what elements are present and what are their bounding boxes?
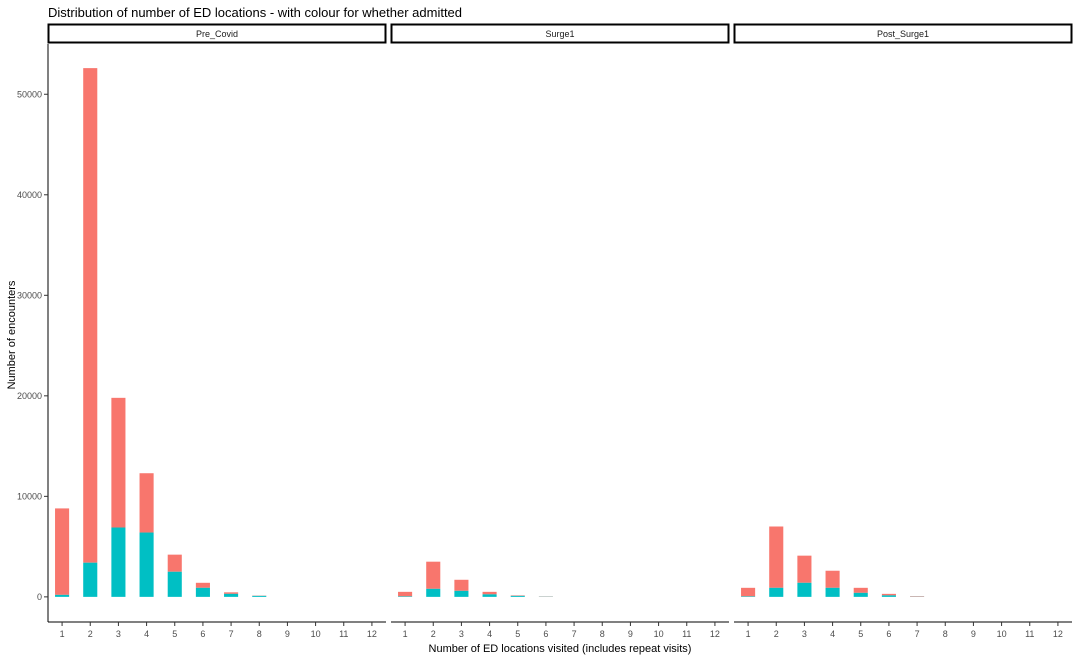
bar-not-admitted — [910, 596, 925, 597]
bar-admitted — [454, 590, 469, 597]
facet-strip-label: Post_Surge1 — [877, 29, 929, 39]
bar-admitted — [853, 592, 868, 597]
bar-admitted — [398, 596, 413, 597]
x-tick-label: 9 — [628, 629, 633, 639]
bar-admitted — [482, 594, 497, 597]
x-tick-label: 11 — [339, 629, 348, 639]
bar-not-admitted — [55, 508, 70, 595]
bar-not-admitted — [83, 68, 98, 563]
bar-not-admitted — [195, 582, 210, 588]
bar-admitted — [769, 587, 784, 597]
x-tick-label: 9 — [971, 629, 976, 639]
bar-admitted — [510, 595, 525, 597]
x-tick-label: 1 — [746, 629, 751, 639]
bar-admitted — [426, 588, 441, 597]
x-tick-label: 6 — [543, 629, 548, 639]
x-tick-label: 9 — [285, 629, 290, 639]
x-axis-title: Number of ED locations visited (includes… — [429, 643, 692, 655]
facet-strip — [47, 23, 387, 44]
bar-admitted — [55, 594, 70, 597]
bar-not-admitted — [139, 473, 154, 533]
y-tick-label: 20000 — [17, 391, 42, 401]
y-axis: 0 10000 20000 30000 40000 50000 — [17, 44, 49, 622]
bar-not-admitted — [398, 591, 413, 597]
x-tick-label: 5 — [858, 629, 863, 639]
bar-admitted — [797, 582, 812, 597]
x-tick-label: 2 — [88, 629, 93, 639]
x-tick-label: 7 — [572, 629, 577, 639]
bar-admitted — [111, 527, 126, 597]
bar-not-admitted — [741, 587, 756, 597]
x-tick-label: 12 — [710, 629, 720, 639]
bar-admitted — [224, 593, 239, 597]
facet-strip — [733, 23, 1073, 44]
facet-strip — [390, 23, 730, 44]
bar-not-admitted — [881, 593, 896, 596]
bar-not-admitted — [454, 579, 469, 591]
x-tick-label: 8 — [600, 629, 605, 639]
x-tick-label: 7 — [229, 629, 234, 639]
bar-not-admitted — [167, 554, 182, 572]
x-tick-label: 5 — [515, 629, 520, 639]
y-tick-label: 30000 — [17, 290, 42, 300]
x-tick-label: 10 — [311, 629, 321, 639]
y-axis-title: Number of encounters — [6, 280, 18, 389]
x-tick-label: 1 — [60, 629, 65, 639]
y-tick-label: 50000 — [17, 89, 42, 99]
x-tick-label: 5 — [172, 629, 177, 639]
x-tick-label: 7 — [915, 629, 920, 639]
x-tick-label: 10 — [654, 629, 664, 639]
y-tick-label: 40000 — [17, 190, 42, 200]
bar-admitted — [139, 532, 154, 597]
bar-not-admitted — [111, 397, 126, 528]
x-tick-label: 4 — [487, 629, 492, 639]
facet-strip-label: Pre_Covid — [196, 29, 238, 39]
x-tick-label: 11 — [1025, 629, 1034, 639]
y-tick-label: 0 — [37, 592, 42, 602]
x-tick-label: 6 — [200, 629, 205, 639]
bar-admitted — [825, 587, 840, 597]
x-tick-label: 8 — [257, 629, 262, 639]
bar-not-admitted — [224, 592, 239, 594]
x-tick-label: 1 — [403, 629, 408, 639]
bar-not-admitted — [825, 570, 840, 588]
x-tick-label: 3 — [802, 629, 807, 639]
x-tick-label: 2 — [774, 629, 779, 639]
x-tick-label: 6 — [886, 629, 891, 639]
x-tick-label: 12 — [367, 629, 377, 639]
x-tick-label: 3 — [459, 629, 464, 639]
bar-not-admitted — [797, 555, 812, 583]
bar-admitted — [252, 595, 267, 597]
x-tick-label: 11 — [682, 629, 691, 639]
x-tick-label: 2 — [431, 629, 436, 639]
bar-admitted — [167, 571, 182, 597]
x-tick-label: 3 — [116, 629, 121, 639]
x-tick-label: 8 — [943, 629, 948, 639]
x-tick-label: 12 — [1053, 629, 1063, 639]
bar-admitted — [881, 595, 896, 597]
bar-not-admitted — [426, 561, 441, 589]
y-tick-label: 10000 — [17, 491, 42, 501]
bar-not-admitted — [482, 591, 497, 595]
bar-admitted — [741, 596, 756, 597]
facet-strip-label: Surge1 — [545, 29, 574, 39]
bar-not-admitted — [853, 587, 868, 593]
chart-title: Distribution of number of ED locations -… — [48, 5, 462, 20]
x-tick-label: 4 — [830, 629, 835, 639]
x-tick-label: 4 — [144, 629, 149, 639]
bar-not-admitted — [769, 526, 784, 588]
bar-admitted — [195, 587, 210, 597]
bar-not-admitted — [510, 595, 525, 596]
bar-admitted — [83, 562, 98, 597]
x-tick-label: 10 — [997, 629, 1007, 639]
